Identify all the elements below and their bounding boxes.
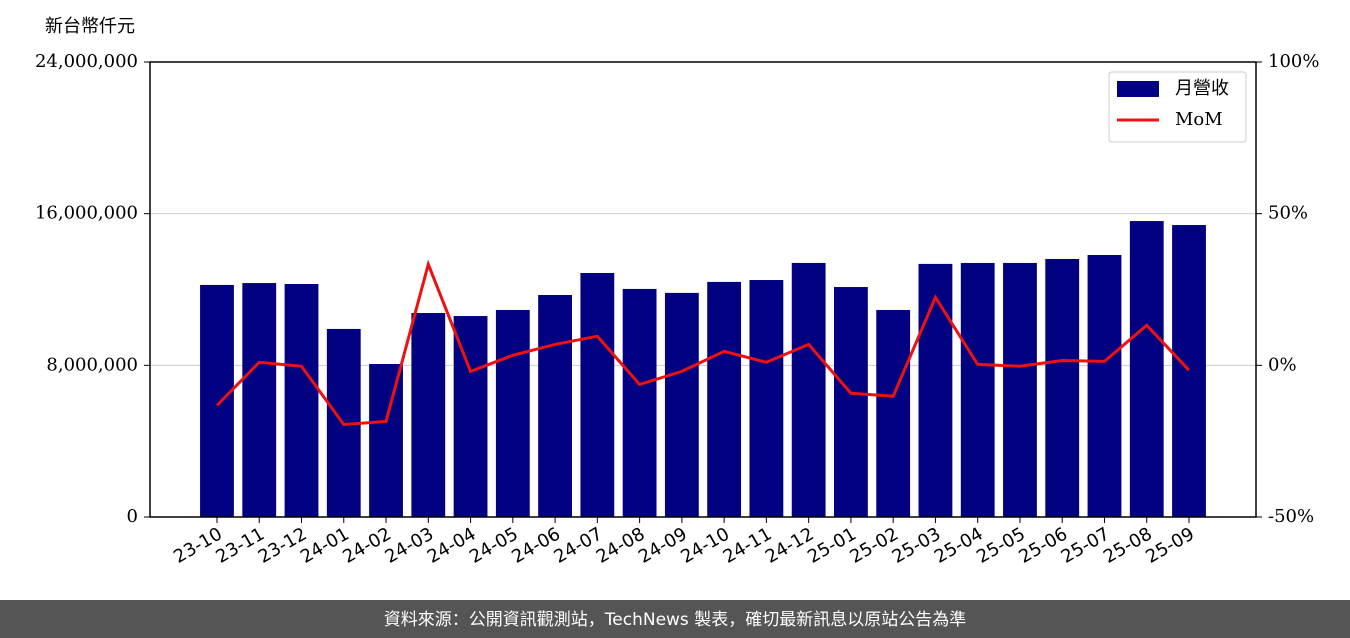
bar — [791, 262, 826, 517]
bar — [453, 316, 488, 517]
plot-frame — [149, 61, 1257, 518]
bar — [200, 284, 234, 517]
y2-tick-label: 50% — [1268, 203, 1308, 224]
y-tick-label: 8,000,000 — [46, 354, 138, 375]
line — [215, 259, 1191, 427]
bar — [749, 280, 784, 517]
legend-label: MoM — [1175, 109, 1223, 130]
y-tick-label: 16,000,000 — [35, 203, 138, 224]
y-tick-label: 24,000,000 — [35, 51, 138, 72]
bar — [284, 284, 319, 517]
bar — [495, 309, 530, 517]
bar — [918, 263, 953, 517]
legend-swatch — [1117, 81, 1159, 97]
bar — [960, 262, 995, 517]
bar — [411, 313, 446, 517]
bar — [369, 364, 403, 517]
y2-tick-label: 0% — [1268, 354, 1297, 375]
y-axis-label: 新台幣仟元 — [45, 16, 135, 37]
y2-tick-label: 100% — [1268, 51, 1319, 72]
bar — [1087, 254, 1122, 517]
footer: 資料來源：公開資訊觀測站，TechNews 製表，確切最新訊息以原站公告為準 — [384, 610, 966, 630]
bar — [664, 292, 699, 517]
bar — [707, 281, 742, 517]
bar — [242, 283, 277, 517]
bar — [876, 309, 911, 517]
footer-bar — [0, 600, 1350, 638]
y-tick-label: 0 — [127, 506, 138, 527]
bar — [1045, 258, 1080, 517]
bar — [834, 287, 868, 517]
bar — [1129, 221, 1164, 517]
bar — [1172, 225, 1206, 517]
bar — [622, 288, 657, 517]
bar — [1003, 262, 1037, 517]
legend-label: 月營收 — [1175, 78, 1229, 99]
bar — [580, 273, 615, 517]
bar — [538, 294, 572, 517]
y2-tick-label: -50% — [1268, 506, 1314, 527]
